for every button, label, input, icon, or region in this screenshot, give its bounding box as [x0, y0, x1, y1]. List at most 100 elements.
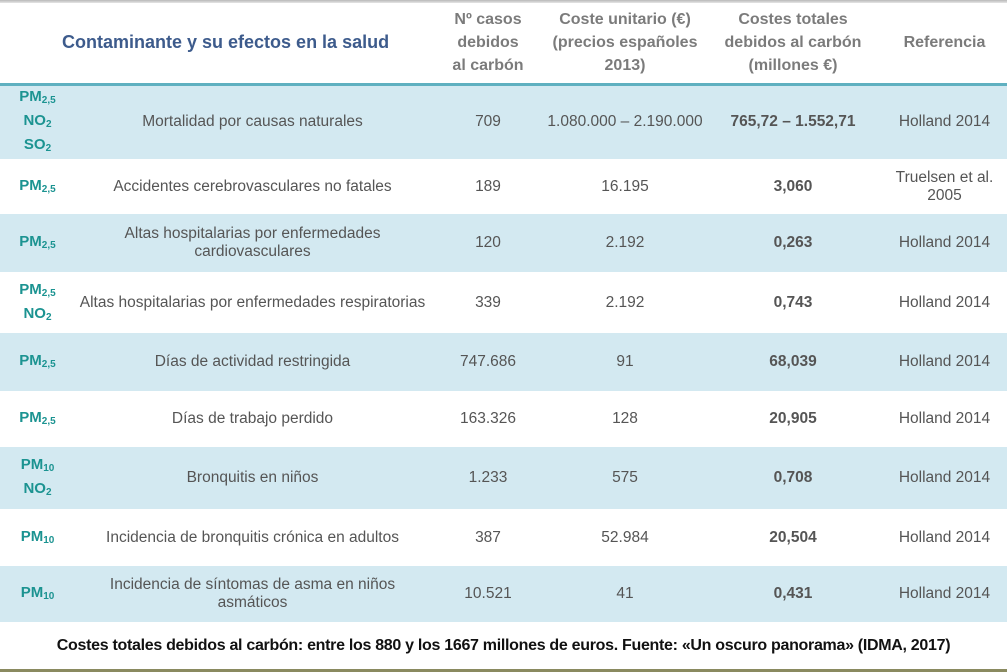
- pollutant-cell: PM2,5 NO2: [0, 272, 75, 333]
- pollutant-subscript: 10: [43, 534, 55, 546]
- cases-cell: 120: [430, 214, 546, 272]
- header-casos: Nº casos debidos al carbón: [430, 3, 546, 86]
- pollutant-cell: PM2,5 NO2 SO2: [0, 84, 75, 159]
- header-coste-line1: Coste unitario (€): [559, 11, 691, 29]
- effect-cell: Mortalidad por causas naturales: [75, 84, 430, 159]
- pollutant-subscript: 10: [43, 591, 55, 602]
- pollutant-subscript: 2,5: [41, 95, 56, 107]
- table-row: PM10 NO2 Bronquitis en niños 1.233 575 0,708 H…: [0, 447, 1007, 509]
- total-cost-cell: 0,431: [704, 566, 882, 622]
- cases-cell: 709: [430, 84, 546, 159]
- table-row: PM2,5 NO2 SO2 Mortalidad por causas natural…: [0, 84, 1007, 159]
- top-border: [0, 0, 1007, 3]
- pollutant-subscript: 10: [43, 463, 55, 474]
- pollutant: PM10: [0, 454, 75, 478]
- cases-cell: 387: [430, 509, 546, 566]
- effect-cell: Incidencia de bronquitis crónica en adul…: [75, 509, 430, 566]
- health-costs-table: Contaminante y su efectos en la salud Nº…: [0, 3, 1007, 622]
- pollutant: PM2,5: [0, 407, 75, 431]
- header-row: Contaminante y su efectos en la salud Nº…: [0, 3, 1007, 86]
- total-cost-cell: 0,708: [704, 447, 882, 509]
- pollutant-base: PM: [19, 280, 42, 298]
- total-cost-cell: 68,039: [704, 333, 882, 391]
- pollutant-subscript: 2,5: [41, 240, 56, 251]
- unit-cost-cell: 16.195: [546, 159, 704, 214]
- cases-cell: 1.233: [430, 447, 546, 509]
- total-cost-cell: 3,060: [704, 159, 882, 214]
- effect-cell: Altas hospitalarias por enfermedades res…: [75, 272, 430, 333]
- pollutant: PM2,5: [0, 279, 75, 303]
- header-totales-line3: (millones €): [748, 57, 838, 75]
- header-casos-line2: debidos: [457, 34, 519, 52]
- reference-cell: Holland 2014: [882, 272, 1007, 333]
- header-coste-line3: 2013): [604, 57, 646, 75]
- effect-cell: Días de trabajo perdido: [75, 391, 430, 447]
- unit-cost-cell: 1.080.000 – 2.190.000: [546, 84, 704, 159]
- pollutant: PM10: [0, 582, 75, 606]
- total-cost-cell: 765,72 – 1.552,71: [704, 84, 882, 159]
- pollutant-base: NO: [23, 480, 46, 497]
- pollutant-base: NO: [23, 112, 46, 130]
- pollutant-subscript: 2: [45, 119, 52, 131]
- pollutant: PM2,5: [0, 86, 75, 110]
- table-row: PM2,5 Días de trabajo perdido 163.326 128 20…: [0, 391, 1007, 447]
- cases-cell: 747.686: [430, 333, 546, 391]
- reference-cell: Holland 2014: [882, 566, 1007, 622]
- pollutant-cell: PM2,5: [0, 333, 75, 391]
- pollutant-cell: PM10: [0, 509, 75, 566]
- reference-cell: Holland 2014: [882, 509, 1007, 566]
- unit-cost-cell: 91: [546, 333, 704, 391]
- reference-cell: Holland 2014: [882, 391, 1007, 447]
- pollutant-base: PM: [19, 409, 42, 426]
- unit-cost-cell: 128: [546, 391, 704, 447]
- caption: Costes totales debidos al carbón: entre …: [56, 637, 951, 654]
- pollutant-base: PM: [19, 352, 42, 369]
- pollutant-base: PM: [20, 456, 44, 473]
- total-cost-cell: 20,905: [704, 391, 882, 447]
- table-row: PM10 Incidencia de bronquitis crónica en …: [0, 509, 1007, 566]
- pollutant-base: PM: [19, 88, 42, 106]
- unit-cost-cell: 2.192: [546, 272, 704, 333]
- effect-cell: Accidentes cerebrovasculares no fatales: [75, 159, 430, 214]
- unit-cost-cell: 575: [546, 447, 704, 509]
- pollutant-base: SO: [23, 136, 46, 154]
- effect-cell: Altas hospitalarias por enfermedades car…: [75, 214, 430, 272]
- unit-cost-cell: 41: [546, 566, 704, 622]
- pollutant-subscript: 2,5: [41, 416, 56, 427]
- table-row: PM2,5 Accidentes cerebrovasculares no fat…: [0, 159, 1007, 214]
- table-row: PM2,5 NO2 Altas hospitalarias por enfermed…: [0, 272, 1007, 333]
- header-coste-unitario: Coste unitario (€) (precios españoles 20…: [546, 3, 704, 86]
- total-cost-cell: 0,263: [704, 214, 882, 272]
- reference-cell: Holland 2014: [882, 214, 1007, 272]
- pollutant: PM10: [0, 526, 75, 550]
- header-totales-line1: Costes totales: [738, 11, 848, 29]
- pollutant-cell: PM10 NO2: [0, 447, 75, 509]
- pollutant-base: NO: [23, 304, 46, 322]
- pollutant: PM2,5: [0, 350, 75, 374]
- pollutant: PM2,5: [0, 231, 75, 255]
- pollutant-subscript: 2: [45, 487, 52, 498]
- unit-cost-cell: 2.192: [546, 214, 704, 272]
- header-costes-totales: Costes totales debidos al carbón (millon…: [704, 3, 882, 86]
- header-totales-line2: debidos al carbón: [724, 34, 862, 52]
- header-casos-line1: Nº casos: [454, 11, 522, 29]
- header-referencia: Referencia: [882, 3, 1007, 86]
- total-cost-cell: 20,504: [704, 509, 882, 566]
- table-body: PM2,5 NO2 SO2 Mortalidad por causas natural…: [0, 84, 1007, 622]
- table-row: PM10 Incidencia de síntomas de asma en ni…: [0, 566, 1007, 622]
- pollutant: NO2: [0, 478, 75, 502]
- pollutant-base: PM: [19, 233, 42, 250]
- pollutant-subscript: 2: [45, 311, 52, 323]
- cases-cell: 10.521: [430, 566, 546, 622]
- unit-cost-cell: 52.984: [546, 509, 704, 566]
- cases-cell: 163.326: [430, 391, 546, 447]
- pollutant: NO2: [0, 110, 75, 134]
- reference-cell: Holland 2014: [882, 84, 1007, 159]
- pollutant-cell: PM10: [0, 566, 75, 622]
- cases-cell: 189: [430, 159, 546, 214]
- effect-cell: Incidencia de síntomas de asma en niños …: [75, 566, 430, 622]
- pollutant: NO2: [0, 303, 75, 327]
- reference-cell: Holland 2014: [882, 447, 1007, 509]
- header-coste-line2: (precios españoles: [552, 34, 698, 52]
- pollutant-cell: PM2,5: [0, 391, 75, 447]
